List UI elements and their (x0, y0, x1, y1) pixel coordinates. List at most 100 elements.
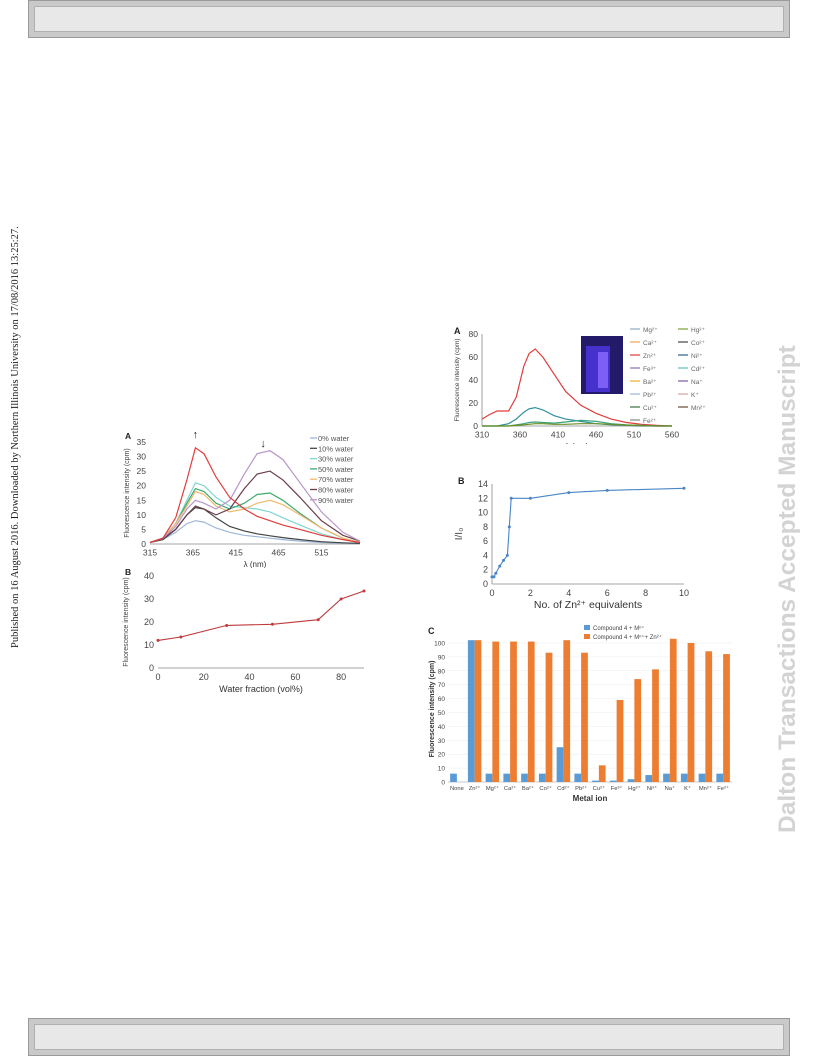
series-line-4 (149, 487, 361, 544)
bar-compound-zn (652, 669, 659, 782)
x-tick-label: Zn²⁺ (469, 785, 481, 792)
x-axis-label: No. of Zn²⁺ equivalents (534, 599, 642, 611)
bar-compound-zn (687, 642, 695, 782)
data-point (528, 496, 532, 500)
x-tick-label: Hg²⁺ (628, 785, 640, 792)
bar-compound-zn (545, 652, 553, 782)
series-line-1 (149, 520, 361, 544)
y-tick-label: 0 (141, 539, 146, 549)
legend-entry: 30% water (318, 455, 354, 464)
y-tick-label: 8 (483, 522, 488, 532)
legend-entry: Zn²⁺ (643, 353, 657, 360)
y-tick-label: 20 (469, 398, 479, 408)
y-tick-label: 70 (438, 682, 446, 689)
data-point (316, 618, 320, 622)
bar-compound-zn (705, 651, 713, 782)
y-tick-label: 15 (137, 495, 147, 505)
y-tick-label: 30 (438, 738, 446, 745)
series-line-5 (149, 490, 361, 544)
data-point (339, 597, 343, 601)
data-point (494, 571, 498, 575)
legend-entry: 90% water (318, 496, 354, 505)
data-point (498, 564, 502, 568)
x-tick-label: Fe²⁺ (717, 785, 729, 792)
x-tick-label: 410 (551, 430, 565, 440)
y-tick-label: 100 (434, 640, 445, 647)
y-tick-label: 6 (483, 536, 488, 546)
bar-compound-zn (563, 640, 571, 782)
water-fraction-spectra-chart: 0 5 10 15 20 25 30 35 315 365 415 465 515 λ (nm) Fluor… (124, 429, 361, 569)
legend-entry: Fe²⁺ (643, 418, 657, 425)
legend-entry: Mg²⁺ (643, 327, 658, 334)
x-tick-label: Cd²⁺ (557, 785, 569, 792)
figure-right-a: 0 20 40 60 80 310 360 410 460 510 560 λ (nm) Fluores… (450, 322, 790, 451)
legend-swatch (584, 634, 590, 639)
series-line-1 (492, 487, 685, 578)
y-axis-label: Fluorescence intensity (cpm) (123, 577, 130, 666)
bar-compound (627, 779, 635, 782)
figure-left-b: 0 10 20 30 40 0 20 40 60 80 Water fraction (vol%) F… (120, 566, 370, 708)
y-tick-label: 40 (144, 571, 154, 581)
x-tick-label: 0 (155, 672, 160, 682)
footer-bar-inner (34, 1024, 784, 1050)
legend-entry: 70% water (318, 475, 354, 484)
x-axis-label: λ (nm) (244, 560, 267, 568)
x-tick-label: 365 (186, 548, 200, 558)
data-point (179, 635, 183, 639)
series-line-6 (149, 470, 361, 544)
x-tick-label: None (450, 786, 464, 792)
y-tick-label: 20 (144, 617, 154, 627)
data-point (502, 558, 506, 562)
bar-compound-zn (492, 641, 500, 782)
x-tick-label: Ca²⁺ (504, 785, 516, 792)
data-point (509, 496, 513, 500)
legend-entry: Fe³⁺ (643, 366, 657, 373)
x-tick-label: Pb²⁺ (575, 785, 587, 792)
legend-entry: Cd²⁺ (691, 366, 705, 373)
y-axis-label: Fluorescence intensity (cpm) (454, 338, 461, 421)
x-tick-label: Fe³⁺ (611, 785, 623, 792)
bar-compound (716, 773, 724, 782)
figure-left-a: 0 5 10 15 20 25 30 35 315 365 415 465 515 λ (nm) Fluor… (120, 428, 365, 569)
y-tick-label: 0 (441, 780, 445, 787)
bar-compound (680, 773, 688, 782)
x-tick-label: K⁺ (684, 785, 691, 792)
y-tick-label: 50 (438, 710, 446, 717)
x-axis-label: λ (nm) (566, 442, 589, 444)
footer-bar (28, 1018, 790, 1056)
y-tick-label: 90 (438, 654, 446, 661)
x-tick-label: Mn²⁺ (699, 785, 712, 792)
water-fraction-intensity-chart: 0 10 20 30 40 0 20 40 60 80 Water fraction (vol%) F… (123, 567, 366, 694)
x-tick-label: 40 (245, 672, 255, 682)
inset-vial-glow (598, 352, 608, 388)
legend-entry: Na⁺ (691, 379, 703, 386)
y-tick-label: 10 (137, 510, 147, 520)
y-tick-label: 4 (483, 550, 488, 560)
y-tick-label: 60 (438, 696, 446, 703)
y-axis-label: Fluorescence intensity (cpm) (429, 661, 436, 758)
bar-compound (538, 773, 546, 782)
bar-compound-zn (474, 640, 482, 782)
legend-entry: Compound 4 + Mⁿ⁺+ Zn²⁺ (593, 634, 662, 641)
legend-entry: Ba²⁺ (643, 379, 657, 386)
bar-compound (450, 773, 457, 782)
data-point (567, 491, 571, 495)
x-axis-label: Metal ion (573, 794, 608, 803)
series-line-1 (157, 590, 365, 641)
legend-entry: 50% water (318, 465, 354, 474)
x-axis-label: Water fraction (vol%) (219, 684, 303, 694)
x-tick-label: 2 (528, 588, 533, 598)
y-tick-label: 10 (478, 508, 488, 518)
arrow-up-annotation: ↑ (193, 429, 199, 441)
bar-compound (698, 773, 706, 782)
x-tick-label: 415 (229, 548, 243, 558)
x-tick-label: 360 (513, 430, 527, 440)
y-tick-label: 0 (473, 421, 478, 431)
y-tick-label: 5 (141, 524, 146, 534)
legend-entry: Cu²⁺ (643, 405, 657, 412)
metal-selectivity-bar-chart: 0 10 20 30 40 50 60 70 80 90 100 None Zn²⁺ Mg²⁺ Ca²⁺ Ba… (428, 625, 732, 803)
bar-compound (556, 747, 564, 782)
y-tick-label: 2 (483, 565, 488, 575)
data-point (507, 525, 511, 529)
data-point (225, 623, 229, 627)
